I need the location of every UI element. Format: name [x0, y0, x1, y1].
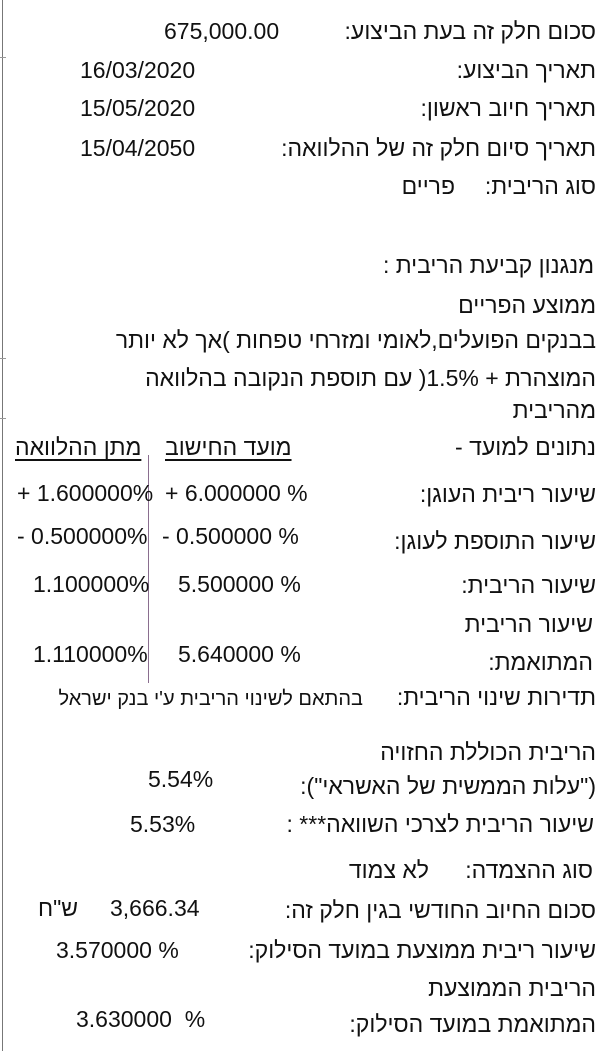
end-date-value: 15/04/2050 — [80, 135, 196, 161]
rate-type-label: סוג הריבית: — [484, 173, 596, 199]
table-row-label: שיעור הריבית: — [461, 572, 596, 598]
total-rate-value: 5.54% — [148, 766, 214, 792]
table-row-header: נתונים למועד - — [455, 434, 596, 460]
amount-label: סכום חלק זה בעת הביצוע: — [344, 18, 596, 44]
linkage-label: סוג ההצמדה: — [465, 857, 593, 883]
table-row-label: שיעור הריבית — [464, 611, 593, 637]
compare-rate-label: שיעור הריבית לצרכי השוואה*** : — [286, 811, 594, 837]
table-cell-calc: 5.500000 % — [178, 571, 301, 597]
first-charge-value: 15/05/2020 — [80, 95, 196, 121]
total-rate-label: הריבית הכוללת החזויה — [380, 739, 596, 765]
table-row-label: המתואמת: — [488, 649, 593, 675]
mechanism-line: ממוצע הפריים — [458, 292, 596, 318]
column-header-grant: מתן ההלוואה — [15, 434, 142, 460]
rate-type-value: פריים — [401, 173, 455, 199]
monthly-charge-value: 3,666.34 — [110, 895, 200, 921]
total-rate-label: ("עלות הממשית של האשראי"): — [300, 773, 596, 799]
table-cell-calc: + 6.000000 % — [165, 480, 308, 506]
linkage-value: לא צמוד — [348, 857, 429, 883]
column-divider — [148, 455, 149, 683]
table-cell-grant: 1.110000% — [33, 641, 148, 667]
avg-rate-label: שיעור ריבית ממוצעת במועד הסילוק: — [248, 937, 596, 963]
mechanism-line: מהריבית — [512, 397, 596, 423]
mechanism-line: המוצהרת + 1.5%( עם תוספת הנקובה בהלוואה — [145, 365, 596, 391]
avg-rate-value: 3.570000 % — [56, 937, 179, 963]
adjusted-avg-label: המתואמת במועד הסילוק: — [349, 1011, 596, 1037]
exec-date-label: תאריך הביצוע: — [456, 57, 596, 83]
mechanism-title: מנגנון קביעת הריבית : — [382, 252, 594, 278]
table-row-label: שיעור ריבית העוגן: — [419, 481, 596, 507]
margin-tick — [0, 358, 6, 359]
currency-label: ש"ח — [38, 895, 79, 921]
end-date-label: תאריך סיום חלק זה של ההלוואה: — [281, 135, 596, 161]
margin-tick — [0, 418, 6, 419]
table-cell-grant: + 1.600000% — [17, 480, 154, 506]
frequency-label: תדירות שינוי הריבית: — [396, 684, 596, 710]
margin-tick — [0, 57, 6, 58]
amount-value: 675,000.00 — [164, 18, 280, 44]
table-cell-grant: 1.100000% — [33, 571, 150, 597]
table-cell-calc: 5.640000 % — [178, 641, 301, 667]
mechanism-line: בבנקים הפועלים,לאומי ומזרחי טפחות )אך לא… — [115, 327, 596, 353]
adjusted-avg-value: 3.630000 % — [76, 1006, 206, 1032]
exec-date-value: 16/03/2020 — [80, 57, 196, 83]
table-cell-grant: - 0.500000% — [17, 523, 148, 549]
frequency-value: בהתאם לשינוי הריבית ע'י בנק ישראל — [58, 688, 364, 710]
first-charge-label: תאריך חיוב ראשון: — [420, 95, 596, 121]
adjusted-avg-label: הריבית הממוצעת — [428, 975, 596, 1001]
monthly-charge-label: סכום החיוב החודשי בגין חלק זה: — [284, 897, 596, 923]
table-row-label: שיעור התוספת לעוגן: — [394, 528, 596, 554]
page-left-border — [2, 0, 3, 1051]
table-cell-calc: - 0.500000 % — [162, 523, 299, 549]
compare-rate-value: 5.53% — [130, 811, 196, 837]
column-header-calc: מועד החישוב — [165, 434, 292, 460]
